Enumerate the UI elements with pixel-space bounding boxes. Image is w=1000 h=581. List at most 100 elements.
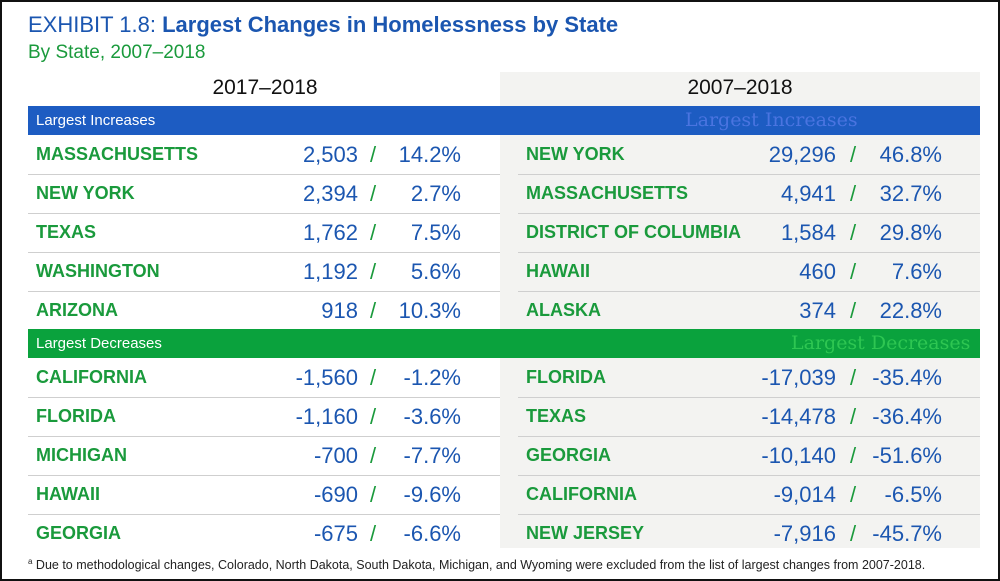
change-count: -1,160 [295,404,358,429]
row-divider [518,174,980,175]
table-row: HAWAII 460 / 7.6% [518,253,980,291]
row-divider [518,252,980,253]
state-name: ALASKA [526,300,601,320]
row-divider [28,436,500,437]
change-percent: 46.8% [879,142,942,167]
change-count: 2,503 [302,142,358,167]
state-name: WASHINGTON [36,261,160,281]
table-row: MICHIGAN -700 / -7.7% [28,437,500,475]
footnote-marker: a [28,557,33,566]
state-name: NEW YORK [526,144,625,164]
column-header-2017-2018: 2017–2018 [212,76,318,99]
column-header-2007-2018: 2007–2018 [687,76,793,99]
state-name: FLORIDA [36,406,116,426]
table-row: HAWAII -690 / -9.6% [28,476,500,514]
change-percent: 22.8% [879,298,942,323]
state-name: HAWAII [36,484,101,504]
row-divider [28,252,500,253]
change-count: 1,762 [302,220,358,245]
row-divider [518,291,980,292]
value-separator: / [370,443,377,468]
value-separator: / [850,482,857,507]
change-count: -17,039 [761,365,836,390]
table-row: TEXAS 1,762 / 7.5% [28,214,500,252]
change-percent: -7.7% [403,443,461,468]
change-percent: -51.6% [872,443,942,468]
state-name: ARIZONA [36,300,118,320]
value-separator: / [850,365,857,390]
table-row: CALIFORNIA -1,560 / -1.2% [28,359,500,397]
state-name: MICHIGAN [36,445,127,465]
footnote: a Due to methodological changes, Colorad… [28,557,925,572]
value-separator: / [370,482,377,507]
table-row: FLORIDA -17,039 / -35.4% [518,359,980,397]
change-percent: 7.6% [891,259,942,284]
state-name: HAWAII [526,261,591,281]
table-row: ALASKA 374 / 22.8% [518,292,980,330]
largest-increases-bar: Largest Increases Largest Increases [28,106,980,135]
change-count: -700 [313,443,358,468]
change-count: 2,394 [302,181,358,206]
table-row: ARIZONA 918 / 10.3% [28,292,500,330]
change-percent: -36.4% [872,404,942,429]
value-separator: / [850,220,857,245]
right-column-panel [500,72,980,548]
value-separator: / [850,443,857,468]
largest-increases-overlay-text: Largest Increases [685,109,858,131]
change-percent: -3.6% [403,404,461,429]
change-percent: 29.8% [879,220,942,245]
row-divider [518,397,980,398]
change-count: 4,941 [780,181,836,206]
state-name: GEORGIA [526,445,612,465]
change-percent: -6.6% [403,521,461,546]
value-separator: / [370,181,377,206]
table-row: WASHINGTON 1,192 / 5.6% [28,253,500,291]
change-percent: -9.6% [403,482,461,507]
value-separator: / [370,298,377,323]
change-count: 374 [799,298,836,323]
table-row: GEORGIA -10,140 / -51.6% [518,437,980,475]
change-percent: 7.5% [410,220,461,245]
table-row: MASSACHUSETTS 4,941 / 32.7% [518,175,980,213]
value-separator: / [370,521,377,546]
change-count: 1,192 [302,259,358,284]
row-divider [518,436,980,437]
state-name: TEXAS [526,406,587,426]
state-name: MASSACHUSETTS [36,144,199,164]
state-name: DISTRICT OF COLUMBIA [526,222,741,242]
value-separator: / [370,404,377,429]
state-name: TEXAS [36,222,97,242]
change-percent: -1.2% [403,365,461,390]
row-divider [28,514,500,515]
change-count: -675 [313,521,358,546]
state-name: MASSACHUSETTS [526,183,689,203]
title-prefix: EXHIBIT 1.8: [28,12,163,37]
table-row: FLORIDA -1,160 / -3.6% [28,398,500,436]
change-count: -14,478 [761,404,836,429]
table-row: MASSACHUSETTS 2,503 / 14.2% [28,136,500,174]
exhibit-subtitle: By State, 2007–2018 [28,42,206,63]
value-separator: / [370,365,377,390]
row-divider [28,475,500,476]
change-count: 29,296 [768,142,836,167]
state-name: NEW YORK [36,183,135,203]
change-percent: 5.6% [410,259,461,284]
largest-decreases-overlay-text: Largest Decreases [791,332,971,354]
value-separator: / [850,404,857,429]
largest-increases-label: Largest Increases [36,112,156,129]
table-row: NEW YORK 2,394 / 2.7% [28,175,500,213]
row-divider [518,213,980,214]
change-count: -10,140 [761,443,836,468]
table-row: NEW YORK 29,296 / 46.8% [518,136,980,174]
state-name: CALIFORNIA [526,484,637,504]
row-divider [518,475,980,476]
table-row: NEW JERSEY -7,916 / -45.7% [518,515,980,553]
value-separator: / [850,181,857,206]
title-main: Largest Changes in Homelessness by State [162,12,619,37]
change-count: 1,584 [780,220,836,245]
value-separator: / [370,259,377,284]
state-name: FLORIDA [526,367,606,387]
largest-decreases-bar: Largest Decreases Largest Decreases [28,329,980,358]
table-row: GEORGIA -675 / -6.6% [28,515,500,553]
exhibit-title: EXHIBIT 1.8: Largest Changes in Homeless… [28,12,618,38]
